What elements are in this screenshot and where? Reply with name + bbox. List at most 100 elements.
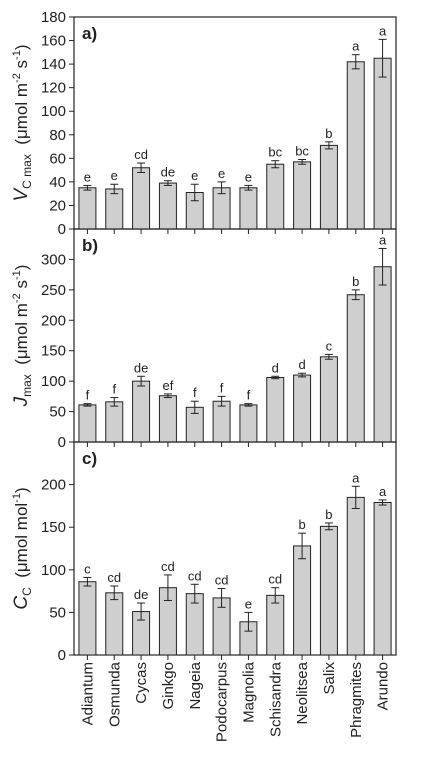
bar-salix	[319, 356, 338, 443]
x-tick-label: Phragmites	[348, 662, 365, 738]
bar-phragmites	[346, 496, 365, 656]
x-tick-label: Salix	[321, 662, 338, 695]
panel-label: c)	[82, 449, 97, 468]
y-axis-label-part: )	[12, 44, 31, 50]
significance-letter: e	[111, 168, 118, 183]
significance-letter: e	[218, 166, 225, 181]
significance-letter: cd	[107, 570, 121, 585]
significance-letter: d	[298, 357, 305, 372]
y-axis-label-part: J	[11, 396, 32, 407]
significance-letter: f	[193, 385, 197, 400]
x-tick-label: Nageia	[187, 661, 204, 709]
bar-phragmites	[346, 294, 365, 443]
bar-schisandra	[266, 163, 285, 230]
significance-letter: ef	[162, 378, 173, 393]
y-axis-label-part: C	[20, 587, 34, 596]
bar-adiantum	[78, 581, 97, 656]
bar-neolitsea	[293, 545, 312, 656]
x-tick-label: Adiantum	[79, 662, 96, 725]
y-axis-label-part: )	[12, 265, 31, 271]
plot-frame	[73, 441, 397, 656]
significance-letter: f	[112, 382, 116, 397]
y-tick-label: 50	[49, 604, 66, 621]
bar-schisandra	[266, 376, 285, 443]
significance-letter: f	[247, 388, 251, 403]
y-tick-label: 100	[41, 562, 66, 579]
x-tick-label: Cycas	[133, 662, 150, 704]
x-tick-label: Osmunda	[106, 661, 123, 727]
y-tick-label: 50	[49, 404, 66, 421]
significance-letter: b	[352, 274, 359, 289]
significance-letter: cd	[188, 568, 202, 583]
bar-podocarpus	[212, 400, 231, 443]
bar-schisandra	[266, 594, 285, 656]
bar-adiantum	[78, 187, 97, 230]
y-tick-label: 60	[49, 150, 66, 167]
bar-osmunda	[105, 188, 124, 230]
y-tick-label: 0	[58, 647, 66, 664]
y-tick-label: 100	[41, 103, 66, 120]
y-tick-label: 160	[41, 33, 66, 50]
bar-osmunda	[105, 592, 124, 656]
y-tick-label: 300	[41, 251, 66, 268]
significance-letter: a	[352, 470, 360, 485]
panel-label: b)	[82, 236, 98, 255]
x-tick-label: Arundo	[375, 662, 392, 710]
y-axis-label-part: -2	[11, 293, 23, 303]
y-tick-label: 40	[49, 174, 66, 191]
bar-ginkgo	[158, 182, 177, 230]
y-tick-label: 80	[49, 127, 66, 144]
y-tick-label: 180	[41, 9, 66, 26]
significance-letter: e	[191, 168, 198, 183]
y-tick-label: 200	[41, 312, 66, 329]
significance-letter: cd	[215, 573, 229, 588]
y-axis-label-part: (μmol m	[12, 303, 31, 374]
significance-letter: bc	[295, 144, 309, 159]
y-tick-label: 120	[41, 80, 66, 97]
y-axis-label-part: )	[12, 487, 31, 493]
x-tick-label: Neolitsea	[294, 661, 311, 724]
bar-adiantum	[78, 404, 97, 443]
bar-arundo	[373, 57, 392, 230]
y-axis-label-part: s	[12, 280, 31, 293]
y-tick-label: 150	[41, 343, 66, 360]
significance-letter: c	[326, 338, 333, 353]
bar-neolitsea	[293, 161, 312, 230]
significance-letter: e	[245, 169, 252, 184]
y-tick-label: 100	[41, 373, 66, 390]
significance-letter: a	[379, 23, 387, 38]
significance-letter: cd	[134, 147, 148, 162]
significance-letter: b	[298, 517, 305, 532]
significance-letter: a	[352, 39, 360, 54]
y-axis-label-part: V	[11, 187, 32, 202]
y-axis-label-part: -1	[11, 493, 23, 503]
significance-letter: b	[325, 126, 332, 141]
y-axis-label-part: (μmol mol	[12, 503, 31, 587]
panel-label: a)	[82, 24, 97, 43]
y-axis-label-part: (μmol m	[12, 83, 31, 154]
significance-letter: e	[245, 596, 252, 611]
x-tick-label: Podocarpus	[214, 662, 231, 742]
y-axis-label-part: -1	[11, 50, 23, 60]
bar-arundo	[373, 501, 392, 656]
y-axis-label-part: C max	[20, 154, 34, 189]
significance-letter: f	[220, 380, 224, 395]
significance-letter: a	[379, 232, 387, 247]
y-tick-label: 200	[41, 477, 66, 494]
bar-cycas	[132, 380, 151, 443]
bar-magnolia	[239, 404, 258, 443]
y-tick-label: 0	[58, 221, 66, 238]
y-axis-label-part: max	[20, 374, 34, 397]
significance-letter: de	[161, 165, 175, 180]
y-tick-label: 150	[41, 519, 66, 536]
y-axis-label: VC max (μmol m-2 s-1)	[11, 44, 34, 201]
y-tick-label: 20	[49, 197, 66, 214]
significance-letter: e	[84, 169, 91, 184]
y-tick-label: 250	[41, 282, 66, 299]
y-tick-label: 140	[41, 56, 66, 73]
significance-letter: de	[134, 360, 148, 375]
